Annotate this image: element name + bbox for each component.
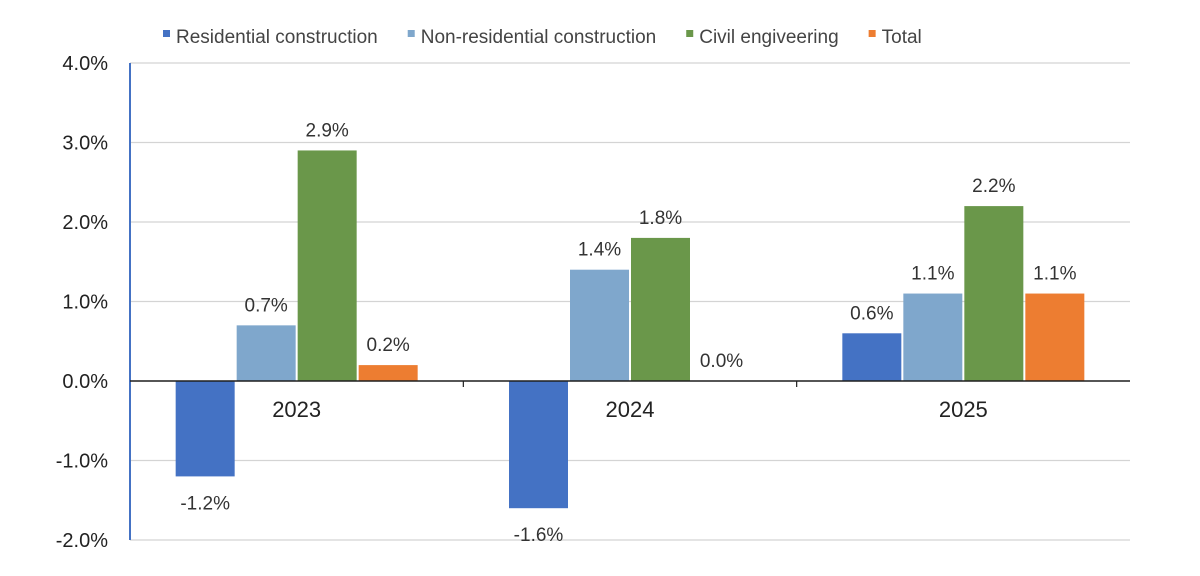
bar-civil-engiveering-2025 bbox=[964, 206, 1024, 381]
bar-non-residential-construction-2025 bbox=[903, 293, 963, 381]
category-label-2025: 2025 bbox=[939, 397, 988, 422]
data-labels: -1.2% 0.7% 2.9% 0.2% -1.6% 1.4% 1.8% 0.0% 0.6% 1.… bbox=[180, 120, 1076, 546]
data-label-residential-construction-2023: -1.2% bbox=[180, 493, 230, 514]
bars bbox=[175, 150, 1085, 509]
data-label-civil-engiveering-2025: 2.2% bbox=[972, 176, 1015, 197]
y-tick-label: 4.0% bbox=[62, 53, 108, 75]
legend-swatch-non-residential-construction bbox=[407, 30, 415, 37]
axes bbox=[129, 63, 1130, 540]
data-label-residential-construction-2025: 0.6% bbox=[850, 303, 893, 324]
bar-total-2025 bbox=[1025, 293, 1085, 381]
legend-swatch-residential-construction bbox=[163, 30, 170, 37]
bar-total-2023 bbox=[358, 365, 418, 381]
bar-residential-construction-2024 bbox=[509, 381, 568, 509]
data-label-civil-engiveering-2024: 1.8% bbox=[639, 208, 682, 229]
legend-item-residential-construction: Residential construction bbox=[163, 27, 378, 48]
legend-swatch-total bbox=[868, 30, 876, 37]
legend-item-total: Total bbox=[868, 27, 922, 48]
y-tick-label: 0.0% bbox=[62, 371, 108, 393]
y-tick-label: -1.0% bbox=[56, 451, 108, 473]
data-label-total-2025: 1.1% bbox=[1033, 264, 1076, 285]
legend-label-total: Total bbox=[882, 27, 922, 48]
y-tick-label: 3.0% bbox=[62, 133, 108, 155]
legend-item-civil-engiveering: Civil engiveering bbox=[686, 27, 839, 48]
data-label-civil-engiveering-2023: 2.9% bbox=[306, 120, 349, 141]
bar-non-residential-construction-2023 bbox=[236, 325, 296, 381]
y-tick-label: -2.0% bbox=[56, 530, 108, 552]
legend: Residential construction Non-residential … bbox=[163, 27, 922, 48]
category-label-2023: 2023 bbox=[272, 397, 321, 422]
bar-civil-engiveering-2024 bbox=[631, 237, 690, 381]
data-label-residential-construction-2024: -1.6% bbox=[514, 525, 564, 546]
y-tick-label: 1.0% bbox=[62, 292, 108, 314]
category-labels: 2023 2024 2025 bbox=[272, 397, 988, 422]
grid-lines bbox=[130, 62, 1130, 541]
legend-swatch-civil-engiveering bbox=[686, 30, 694, 37]
category-label-2024: 2024 bbox=[606, 397, 655, 422]
y-axis-ticks: 4.0% 3.0% 2.0% 1.0% 0.0% -1.0% -2.0% bbox=[56, 53, 108, 552]
legend-label-residential-construction: Residential construction bbox=[176, 27, 378, 48]
legend-label-non-residential-construction: Non-residential construction bbox=[421, 27, 657, 48]
bar-civil-engiveering-2023 bbox=[297, 150, 357, 381]
legend-item-non-residential-construction: Non-residential construction bbox=[407, 27, 657, 48]
bar-residential-construction-2025 bbox=[842, 333, 902, 381]
bar-non-residential-construction-2024 bbox=[570, 269, 629, 381]
data-label-non-residential-construction-2025: 1.1% bbox=[911, 264, 954, 285]
legend-label-civil-engiveering: Civil engiveering bbox=[699, 27, 838, 48]
data-label-non-residential-construction-2023: 0.7% bbox=[245, 295, 288, 316]
bar-residential-construction-2023 bbox=[175, 381, 235, 477]
data-label-total-2024: 0.0% bbox=[700, 351, 743, 372]
y-tick-label: 2.0% bbox=[62, 212, 108, 234]
data-label-non-residential-construction-2024: 1.4% bbox=[578, 240, 621, 261]
data-label-total-2023: 0.2% bbox=[367, 335, 410, 356]
